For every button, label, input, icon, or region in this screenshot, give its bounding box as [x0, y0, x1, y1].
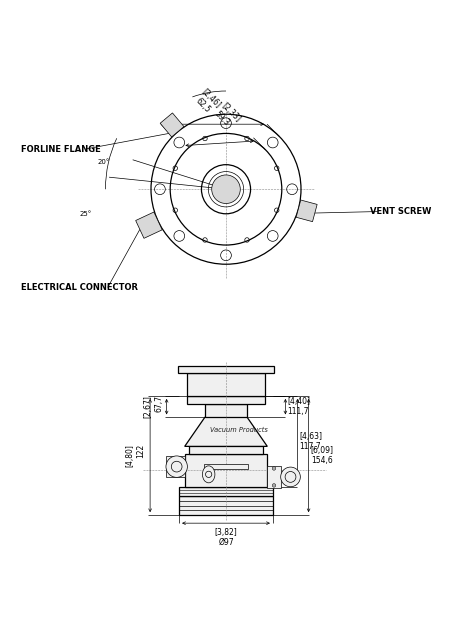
Bar	[204, 404, 247, 417]
Bar	[187, 396, 264, 404]
Bar	[203, 464, 248, 469]
Text: [2,67]
67,7: [2,67] 67,7	[143, 395, 163, 418]
Bar	[166, 456, 184, 477]
Text: [2,46]
62,5: [2,46] 62,5	[192, 87, 221, 117]
Circle shape	[280, 467, 299, 487]
Text: VENT SCREW: VENT SCREW	[369, 207, 430, 216]
Text: [4,80]
122: [4,80] 122	[125, 444, 144, 467]
Circle shape	[272, 484, 275, 487]
Polygon shape	[135, 212, 162, 238]
Text: Vacuum Products: Vacuum Products	[210, 427, 268, 434]
Text: 25°: 25°	[80, 211, 92, 217]
Bar	[179, 487, 272, 496]
Polygon shape	[160, 113, 184, 137]
Text: ELECTRICAL CONNECTOR: ELECTRICAL CONNECTOR	[21, 283, 138, 292]
Circle shape	[166, 456, 187, 477]
Bar	[179, 496, 272, 515]
Bar	[178, 366, 273, 373]
Text: [2,33]
59,3: [2,33] 59,3	[212, 102, 242, 132]
Text: 20°: 20°	[97, 160, 110, 165]
Circle shape	[272, 467, 275, 470]
Circle shape	[211, 175, 240, 203]
Text: [6,09]
154,6: [6,09] 154,6	[310, 446, 333, 466]
Bar	[184, 454, 267, 487]
Polygon shape	[295, 200, 317, 222]
Bar	[187, 373, 264, 396]
Bar	[189, 446, 262, 454]
Text: [4,63]
117,7: [4,63] 117,7	[299, 432, 322, 451]
Polygon shape	[184, 417, 267, 446]
Text: [3,82]
Ø97: [3,82] Ø97	[214, 528, 237, 547]
Ellipse shape	[202, 466, 214, 483]
Text: FORLINE FLANGE: FORLINE FLANGE	[21, 145, 100, 154]
Bar	[267, 466, 280, 487]
Text: [4,40]
111,7: [4,40] 111,7	[287, 397, 310, 416]
